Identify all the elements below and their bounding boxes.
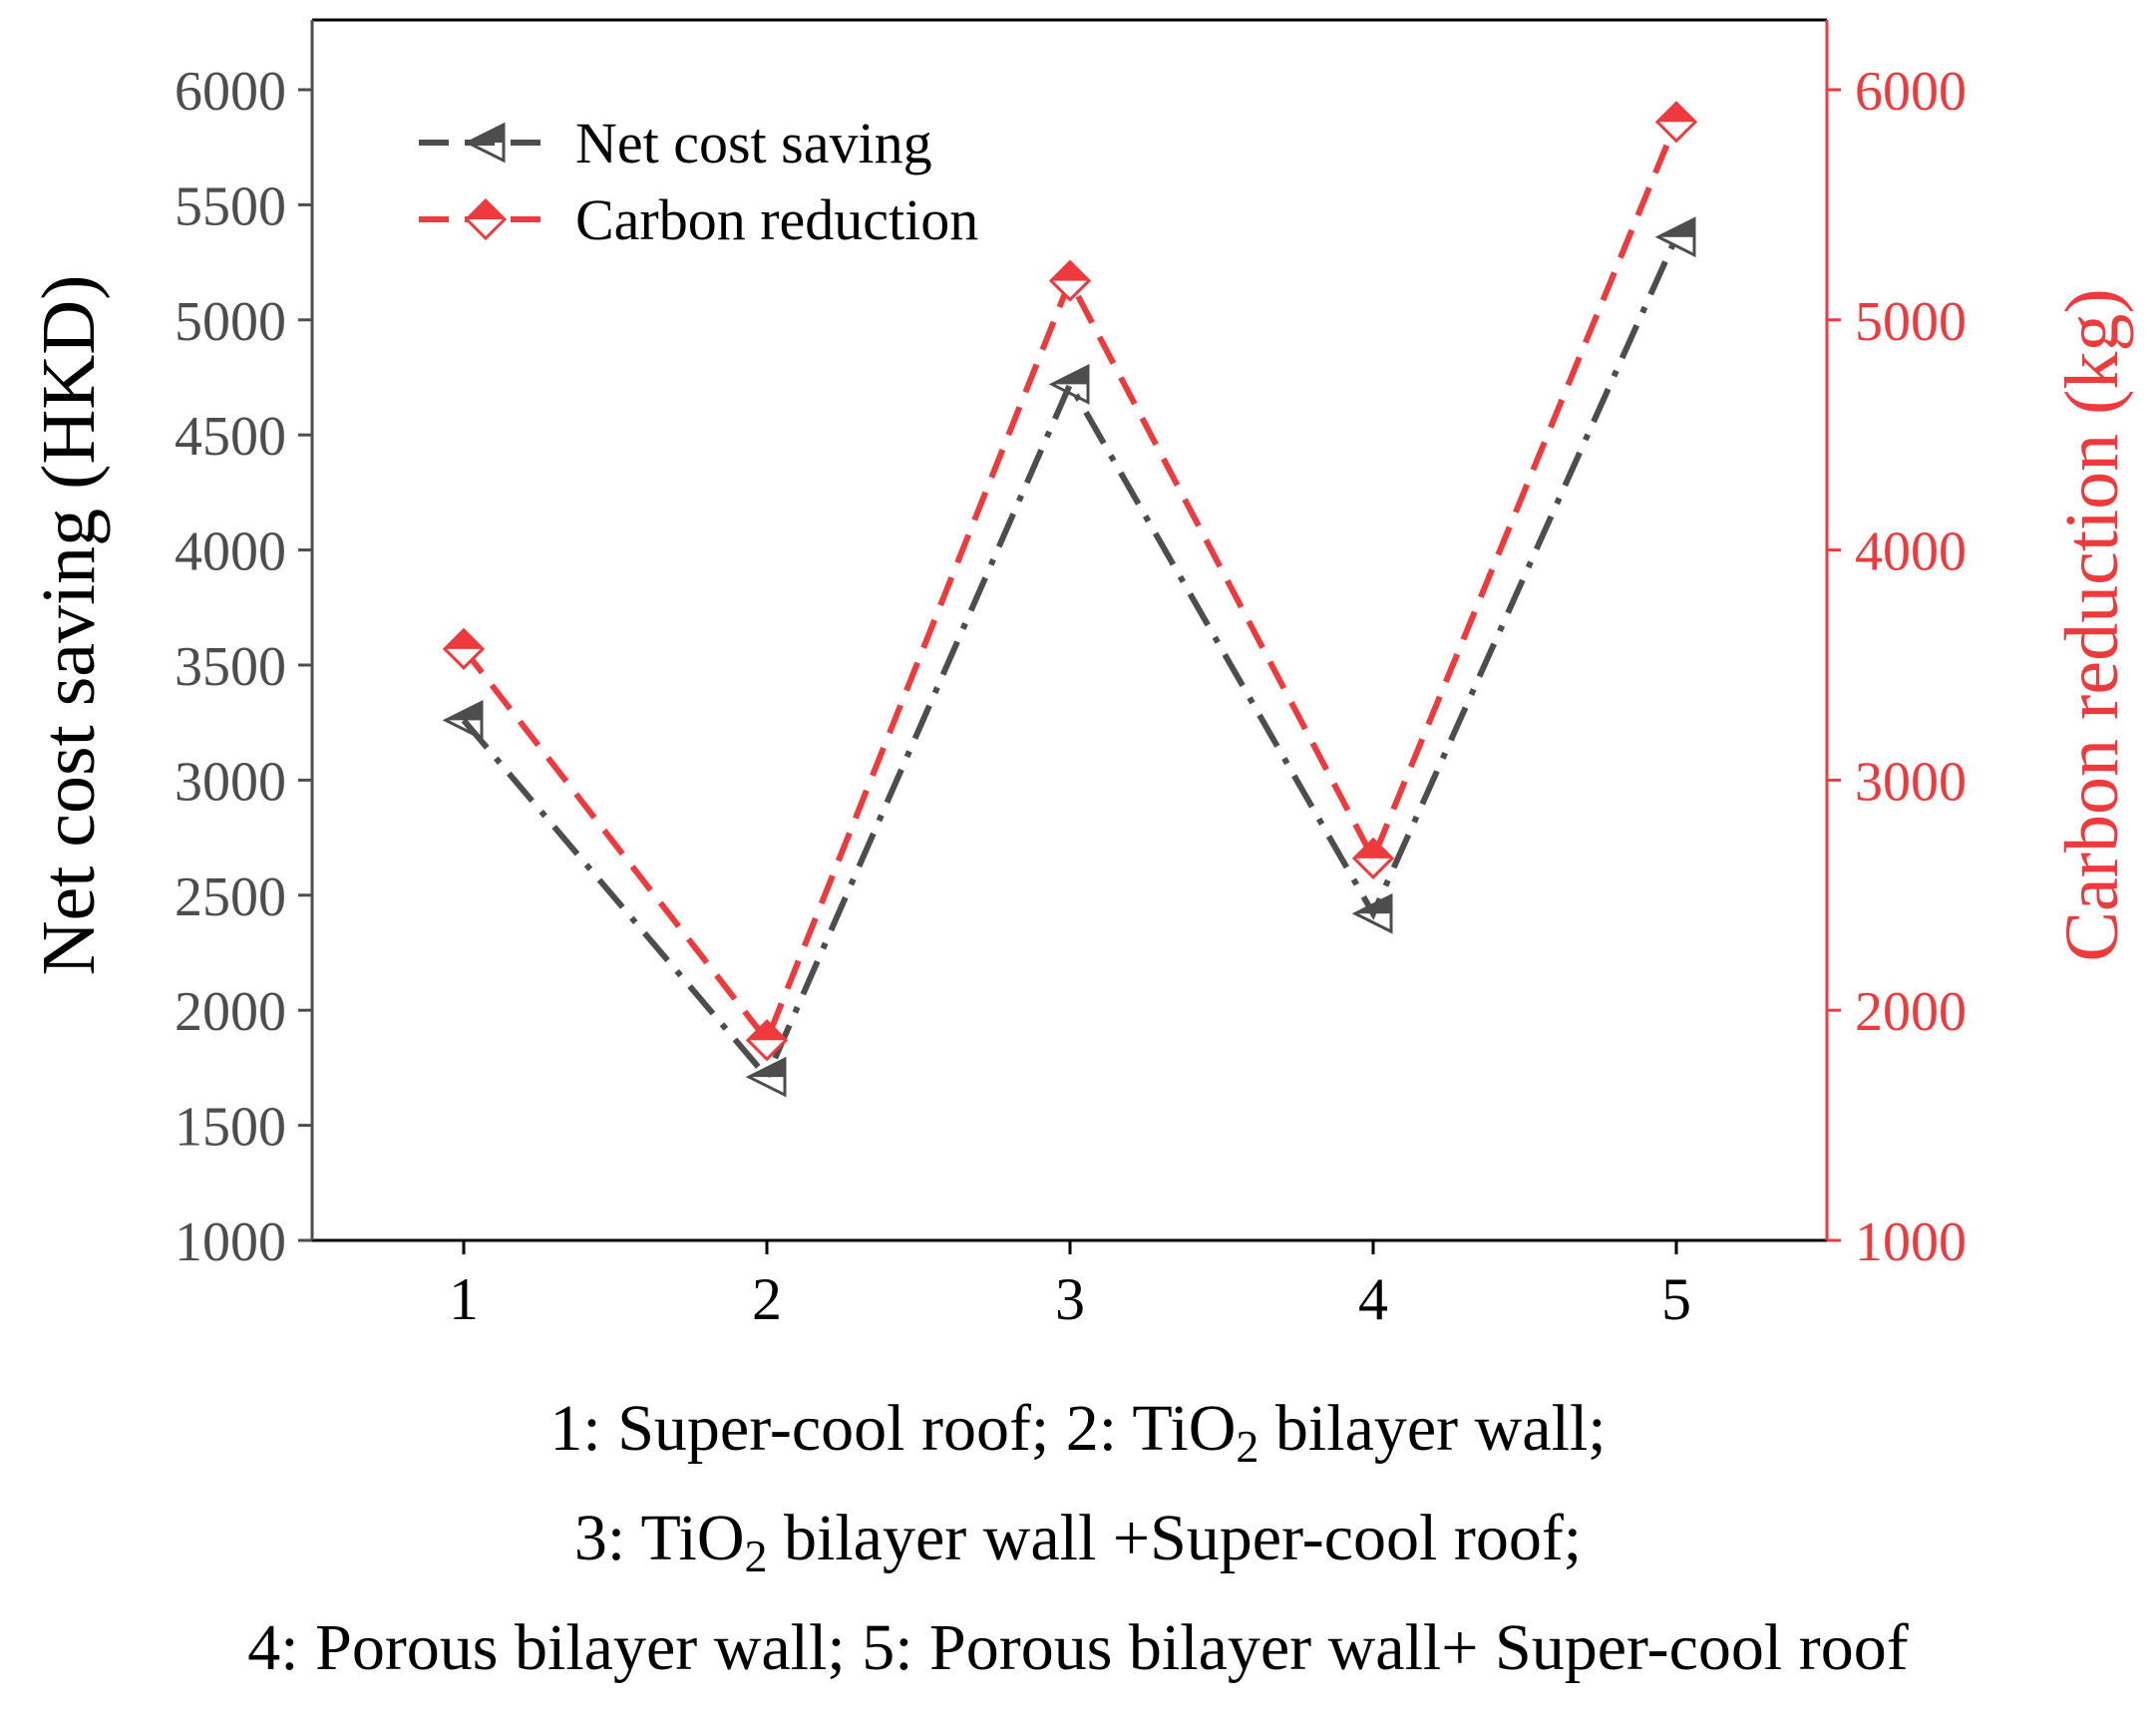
left-tick-label: 1500 [175,1097,286,1159]
data-point-fill [446,702,482,721]
left-tick-label: 5000 [175,291,286,353]
left-tick-label: 5500 [175,175,286,237]
right-tick-label: 1000 [1855,1211,1967,1273]
series-layer [442,101,1698,1098]
legend-item: Net cost saving [419,111,932,175]
y-axis-label-right: Carbon reduction (kg) [2050,288,2134,961]
y-axis-label-left: Net cost saving (HKD) [27,275,111,976]
data-point-fill [1052,366,1088,385]
data-point-fill [1657,103,1695,123]
data-point-fill [1355,895,1391,914]
right-tick-label: 3000 [1855,751,1967,813]
left-tick-label: 4500 [175,406,286,468]
legend-marker-fill [467,200,505,219]
right-tick-label: 2000 [1855,981,1967,1043]
x-tick-label: 2 [752,1266,782,1332]
legend-label: Carbon reduction [575,187,978,252]
left-axis-ticks: 1000 1500 2000 2500 3000 3500 4000 4500 5000 5500… [175,61,312,1273]
legend: Net cost saving Carbon reduction [419,111,978,252]
plot-frame [310,18,1829,1242]
left-tick-label: 3500 [175,636,286,698]
x-tick-label: 1 [449,1266,479,1332]
x-tick-label: 4 [1358,1266,1388,1332]
legend-item: Carbon reduction [419,187,978,252]
left-tick-label: 4000 [175,521,286,583]
data-point-fill [1658,218,1694,237]
data-point-fill [445,629,483,649]
data-point-fill [748,1021,786,1041]
caption-line-1: 1: Super-cool roof; 2: TiO2 bilayer wall… [549,1392,1607,1472]
right-tick-label: 4000 [1855,521,1967,583]
caption-line-3: 4: Porous bilayer wall; 5: Porous bilaye… [247,1611,1909,1684]
left-tick-label: 6000 [175,61,286,123]
legend-label: Net cost saving [575,111,932,175]
x-axis-ticks: 1 2 3 4 5 [449,1240,1691,1332]
data-point-fill [749,1059,785,1078]
left-tick-label: 2000 [175,981,286,1043]
series-1 [442,216,1696,1098]
right-tick-label: 6000 [1855,61,1967,123]
right-axis-ticks: 1000 2000 3000 4000 5000 6000 [1827,61,1967,1273]
x-tick-label: 3 [1055,1266,1085,1332]
right-tick-label: 5000 [1855,291,1967,353]
legend-marker-fill [468,125,504,143]
left-tick-label: 3000 [175,751,286,813]
caption-line-2: 3: TiO2 bilayer wall +Super-cool roof; [573,1502,1583,1581]
series-line [461,235,1679,1083]
data-point-fill [1051,261,1089,281]
x-tick-label: 5 [1661,1266,1691,1332]
left-tick-label: 1000 [175,1211,286,1273]
data-point-fill [1354,839,1392,859]
left-tick-label: 2500 [175,866,286,928]
series-2 [442,101,1698,1062]
